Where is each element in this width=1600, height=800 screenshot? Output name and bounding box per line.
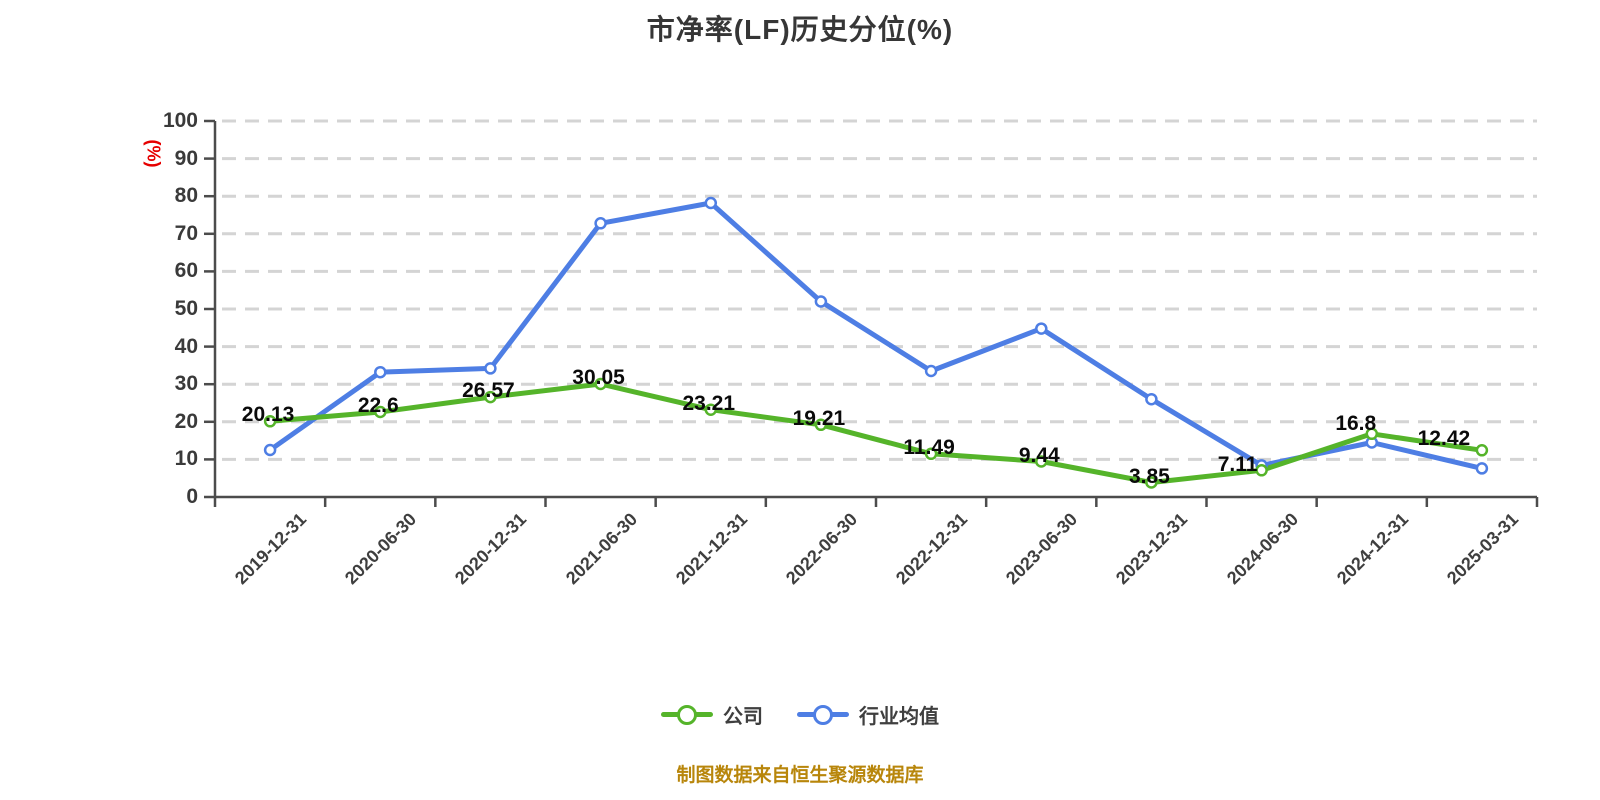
data-point-marker xyxy=(374,405,387,419)
data-point-marker xyxy=(484,390,497,404)
legend-line-marker xyxy=(797,704,849,725)
chart-title: 市净率(LF)历史分位(%) xyxy=(646,14,954,45)
data-point-label: 3.85 xyxy=(1128,464,1170,488)
data-point-marker xyxy=(1145,392,1158,406)
data-point-label: 23.21 xyxy=(682,391,736,415)
data-point-marker xyxy=(704,196,718,210)
data-point-label: 19.21 xyxy=(792,406,846,430)
y-axis-label: 10 xyxy=(174,447,198,471)
data-point-marker xyxy=(924,364,938,378)
data-point-label: 20.13 xyxy=(241,403,295,427)
data-point-label: 11.49 xyxy=(903,435,955,459)
legend-item-label: 行业均值 xyxy=(859,706,939,728)
source-note: 制图数据来自恒生聚源数据库 xyxy=(676,765,924,786)
data-point-label: 7.11 xyxy=(1217,453,1258,477)
y-axis-label: 50 xyxy=(174,297,198,320)
data-point-marker xyxy=(1475,444,1489,457)
data-point-marker xyxy=(263,415,277,428)
series-line xyxy=(267,200,1485,471)
legend-item-label: 公司 xyxy=(723,706,763,728)
data-point-label: 22.6 xyxy=(357,394,399,418)
legend-item-industry[interactable]: 行业均值 xyxy=(797,700,939,729)
y-axis-label: 60 xyxy=(174,259,198,283)
data-point-marker xyxy=(1145,476,1158,489)
data-point-label: 30.05 xyxy=(572,366,625,389)
data-point-marker xyxy=(1035,322,1048,335)
data-point-marker xyxy=(1035,455,1048,468)
y-axis-label: 40 xyxy=(174,334,198,358)
legend-line-marker xyxy=(661,704,713,725)
data-point-marker xyxy=(374,365,387,379)
data-point-marker xyxy=(484,362,497,375)
data-point-label: 9.44 xyxy=(1018,443,1060,467)
y-axis-label: 80 xyxy=(174,184,198,208)
data-point-marker xyxy=(924,447,938,461)
data-point-label: 12.42 xyxy=(1417,427,1471,451)
data-point-marker xyxy=(594,217,607,230)
y-axis-label: 90 xyxy=(174,146,198,170)
chart-legend: 公司 行业均值 xyxy=(0,700,1600,729)
series-line xyxy=(267,381,1485,485)
legend-item-company[interactable]: 公司 xyxy=(661,700,763,729)
y-axis-label: 30 xyxy=(174,372,198,396)
y-axis-label: 0 xyxy=(186,485,198,508)
data-point-marker xyxy=(814,295,828,308)
data-point-marker xyxy=(1475,462,1489,475)
y-axis-label: 70 xyxy=(174,221,198,245)
data-point-marker xyxy=(263,443,277,457)
data-point-marker xyxy=(704,403,718,416)
data-point-marker xyxy=(1365,427,1379,441)
data-point-marker xyxy=(1255,464,1268,477)
data-point-marker xyxy=(814,418,828,432)
y-axis-label: 20 xyxy=(174,409,198,433)
data-point-marker xyxy=(594,377,607,391)
legend-dot-icon xyxy=(813,704,833,725)
legend-dot-icon xyxy=(677,704,697,725)
y-axis-label: 100 xyxy=(162,109,198,132)
data-point-label: 26.57 xyxy=(462,379,515,403)
data-point-label: 16.8 xyxy=(1335,411,1377,435)
